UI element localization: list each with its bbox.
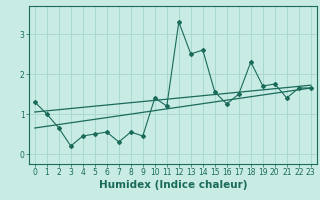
X-axis label: Humidex (Indice chaleur): Humidex (Indice chaleur) [99,180,247,190]
